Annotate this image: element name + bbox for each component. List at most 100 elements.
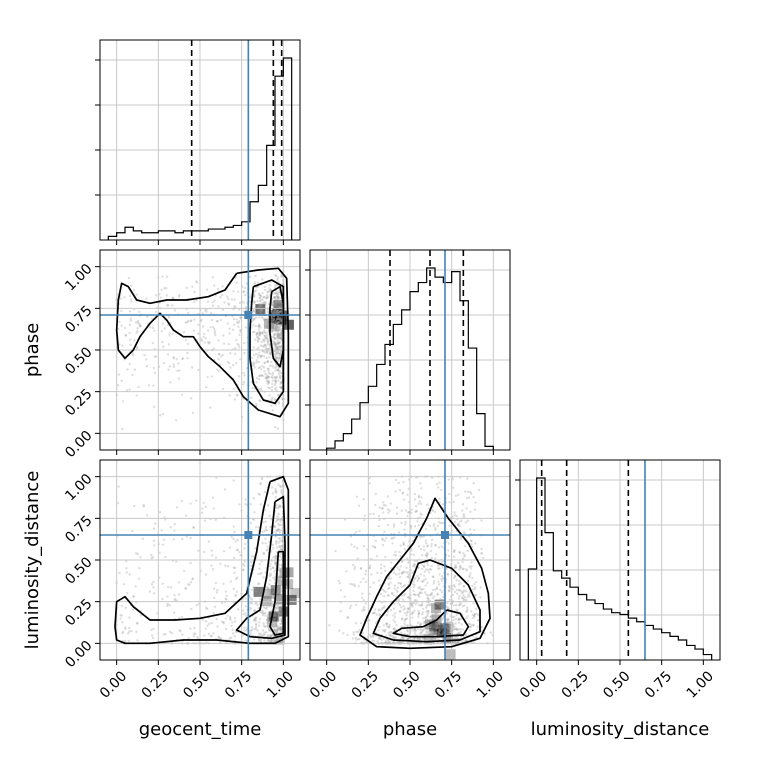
scatter-point bbox=[152, 586, 155, 589]
scatter-point bbox=[255, 333, 258, 336]
scatter-point bbox=[278, 340, 282, 344]
scatter-point bbox=[472, 482, 475, 485]
scatter-point bbox=[244, 286, 247, 290]
scatter-point bbox=[379, 592, 383, 596]
scatter-point bbox=[253, 330, 256, 334]
scatter-point bbox=[392, 627, 395, 631]
scatter-point bbox=[191, 577, 195, 580]
scatter-point bbox=[402, 608, 405, 611]
scatter-point bbox=[280, 544, 284, 548]
scatter-point bbox=[362, 605, 366, 609]
scatter-point bbox=[276, 620, 279, 623]
scatter-point bbox=[359, 567, 363, 571]
scatter-point bbox=[234, 577, 238, 581]
scatter-point bbox=[457, 597, 461, 600]
scatter-point bbox=[480, 519, 483, 522]
scatter-point bbox=[402, 480, 405, 484]
scatter-point bbox=[171, 304, 174, 307]
scatter-point bbox=[262, 599, 266, 602]
scatter-point bbox=[411, 605, 414, 608]
scatter-point bbox=[116, 501, 120, 505]
scatter-point bbox=[249, 597, 252, 600]
scatter-point bbox=[387, 576, 390, 580]
scatter-point bbox=[210, 549, 213, 552]
scatter-point bbox=[250, 626, 254, 629]
scatter-point bbox=[212, 612, 215, 615]
scatter-point bbox=[262, 551, 265, 555]
scatter-point bbox=[476, 619, 480, 622]
scatter-point bbox=[266, 342, 270, 345]
scatter-point bbox=[172, 365, 176, 368]
scatter-point bbox=[277, 524, 281, 527]
scatter-point bbox=[430, 542, 433, 546]
scatter-point bbox=[258, 324, 261, 327]
scatter-point bbox=[438, 629, 441, 633]
scatter-point bbox=[417, 524, 420, 527]
scatter-point bbox=[277, 336, 280, 339]
scatter-point bbox=[354, 530, 358, 534]
scatter-point bbox=[178, 294, 181, 297]
scatter-point bbox=[464, 490, 467, 493]
scatter-point bbox=[386, 523, 390, 527]
scatter-point bbox=[234, 630, 238, 634]
scatter-point bbox=[277, 329, 281, 332]
truth-marker-geocent_time-vs-luminosity_distance bbox=[244, 531, 253, 539]
scatter-point bbox=[383, 569, 387, 573]
scatter-point bbox=[167, 585, 170, 589]
scatter-point bbox=[201, 507, 204, 510]
scatter-point bbox=[257, 305, 260, 309]
scatter-point bbox=[152, 384, 155, 387]
scatter-point bbox=[274, 342, 277, 346]
scatter-point bbox=[263, 318, 267, 321]
scatter-point bbox=[458, 594, 461, 598]
scatter-point bbox=[268, 350, 272, 354]
scatter-point bbox=[259, 312, 263, 315]
scatter-point bbox=[255, 358, 258, 362]
scatter-point bbox=[255, 352, 258, 356]
x-tick-label-geocent_time-vs-luminosity_distance-0: 0.00 bbox=[97, 668, 130, 701]
scatter-point bbox=[211, 276, 214, 279]
scatter-point bbox=[440, 577, 443, 581]
scatter-point bbox=[403, 611, 406, 615]
scatter-point bbox=[269, 602, 273, 606]
scatter-point bbox=[276, 335, 280, 339]
scatter-point bbox=[267, 375, 270, 378]
scatter-point bbox=[274, 299, 278, 302]
scatter-point bbox=[392, 525, 396, 528]
scatter-point bbox=[128, 310, 132, 313]
scatter-point bbox=[277, 296, 281, 299]
scatter-point bbox=[167, 315, 171, 319]
scatter-point bbox=[271, 589, 274, 592]
scatter-point bbox=[453, 590, 457, 594]
scatter-point bbox=[132, 595, 135, 598]
scatter-point bbox=[170, 631, 174, 635]
scatter-point bbox=[273, 638, 276, 642]
scatter-point bbox=[280, 332, 284, 336]
scatter-point bbox=[272, 566, 275, 569]
scatter-point bbox=[275, 317, 279, 321]
scatter-point bbox=[271, 311, 274, 314]
scatter-point bbox=[391, 636, 395, 639]
scatter-point bbox=[461, 592, 464, 595]
scatter-point bbox=[339, 589, 343, 592]
scatter-point bbox=[145, 297, 148, 300]
scatter-point bbox=[420, 587, 423, 591]
scatter-point bbox=[432, 614, 435, 618]
scatter-point bbox=[276, 333, 280, 336]
scatter-point bbox=[181, 357, 185, 360]
scatter-point bbox=[208, 622, 211, 626]
scatter-point bbox=[434, 606, 437, 609]
scatter-point bbox=[147, 384, 151, 387]
scatter-point bbox=[280, 366, 283, 369]
scatter-point bbox=[262, 345, 266, 349]
scatter-point bbox=[254, 602, 257, 605]
scatter-point bbox=[406, 624, 409, 628]
scatter-point bbox=[392, 614, 395, 617]
scatter-point bbox=[263, 529, 267, 533]
scatter-point bbox=[171, 332, 174, 335]
scatter-point bbox=[387, 640, 390, 643]
scatter-point bbox=[258, 493, 261, 496]
scatter-point bbox=[275, 346, 278, 349]
scatter-point bbox=[272, 638, 275, 641]
scatter-point bbox=[265, 606, 269, 609]
